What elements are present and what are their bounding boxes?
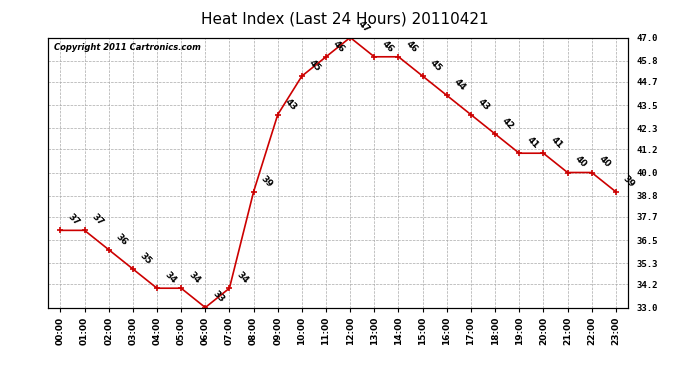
Text: 37: 37 — [90, 212, 106, 228]
Text: 45: 45 — [308, 58, 323, 73]
Text: 44: 44 — [453, 77, 468, 93]
Text: 34: 34 — [163, 270, 178, 285]
Text: 42: 42 — [501, 116, 516, 131]
Text: 46: 46 — [404, 39, 420, 54]
Text: 34: 34 — [187, 270, 202, 285]
Text: 39: 39 — [622, 174, 637, 189]
Text: 35: 35 — [139, 251, 154, 266]
Text: 47: 47 — [356, 20, 371, 35]
Text: 40: 40 — [598, 154, 613, 170]
Text: 36: 36 — [115, 232, 130, 247]
Text: 41: 41 — [525, 135, 540, 150]
Text: 33: 33 — [211, 290, 226, 305]
Text: 43: 43 — [284, 97, 299, 112]
Text: 37: 37 — [66, 212, 81, 228]
Text: 40: 40 — [573, 154, 589, 170]
Text: Copyright 2011 Cartronics.com: Copyright 2011 Cartronics.com — [54, 43, 201, 52]
Text: 39: 39 — [259, 174, 275, 189]
Text: Heat Index (Last 24 Hours) 20110421: Heat Index (Last 24 Hours) 20110421 — [201, 11, 489, 26]
Text: 43: 43 — [477, 97, 492, 112]
Text: 41: 41 — [549, 135, 564, 150]
Text: 34: 34 — [235, 270, 250, 285]
Text: 46: 46 — [332, 39, 347, 54]
Text: 45: 45 — [428, 58, 444, 73]
Text: 46: 46 — [380, 39, 395, 54]
